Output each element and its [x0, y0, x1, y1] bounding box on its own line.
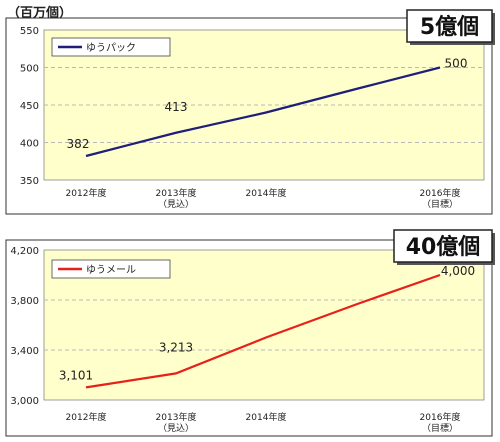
badge-box	[406, 9, 493, 43]
x-tick-sublabel: （目標）	[422, 422, 458, 434]
badge-box	[393, 229, 493, 263]
x-tick-label: 2014年度	[246, 411, 287, 423]
legend-box	[51, 37, 171, 57]
x-tick-sublabel: （目標）	[422, 198, 458, 210]
x-tick-label: 2014年度	[246, 187, 287, 199]
y-tick-label: 3,400	[10, 346, 39, 357]
x-tick-sublabel: （見込）	[158, 423, 194, 434]
y-tick-label: 4,200	[10, 246, 39, 257]
y-tick-label: 3,000	[10, 396, 39, 407]
y-tick-label: 550	[20, 26, 39, 37]
x-tick-sublabel: （見込）	[158, 199, 194, 210]
data-label: 413	[165, 100, 188, 114]
x-tick-label: 2012年度	[66, 187, 107, 199]
x-tick-label: 2016年度	[420, 411, 461, 423]
data-label: 4,000	[441, 264, 475, 278]
y-tick-label: 400	[20, 139, 39, 150]
legend-label: ゆうメール	[86, 264, 136, 276]
badge-text: 5億個	[420, 14, 479, 40]
unit-label: （百万個）	[7, 6, 73, 21]
x-tick-label: 2013年度	[156, 411, 197, 423]
data-label: 3,101	[59, 368, 93, 382]
legend-label: ゆうパック	[86, 42, 136, 54]
data-label: 382	[67, 137, 90, 151]
y-tick-label: 500	[20, 64, 39, 75]
legend-box	[51, 259, 171, 279]
x-tick-label: 2016年度	[420, 187, 461, 199]
y-tick-label: 450	[20, 101, 39, 112]
y-tick-label: 350	[20, 176, 39, 187]
data-label: 3,213	[159, 340, 193, 354]
y-tick-label: 3,800	[10, 296, 39, 307]
x-tick-label: 2012年度	[66, 411, 107, 423]
x-tick-label: 2013年度	[156, 187, 197, 199]
badge-text: 40億個	[406, 234, 481, 260]
data-label: 500	[445, 57, 468, 71]
